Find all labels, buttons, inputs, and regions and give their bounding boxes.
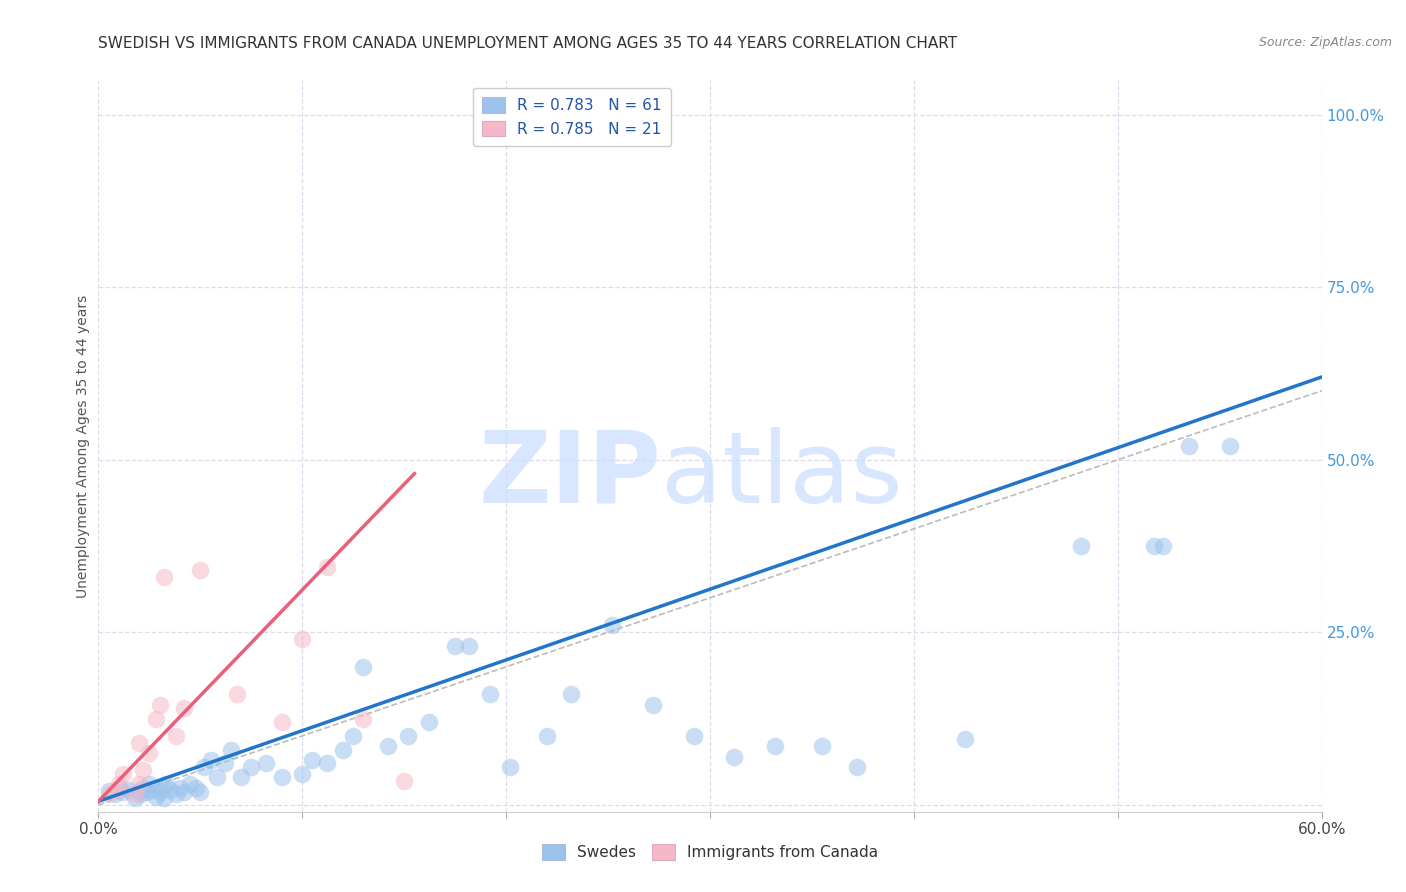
Text: ZIP: ZIP: [478, 426, 661, 524]
Point: [124, 791, 146, 805]
Point: [332, 742, 354, 756]
Point: [392, 773, 416, 788]
Point: [763, 739, 786, 754]
Point: [301, 753, 323, 767]
Point: [173, 785, 195, 799]
Point: [104, 788, 127, 802]
Point: [179, 777, 201, 791]
Point: [396, 729, 419, 743]
Point: [128, 784, 150, 798]
Point: [108, 780, 131, 795]
Point: [499, 760, 522, 774]
Point: [1219, 439, 1241, 453]
Point: [377, 739, 399, 754]
Point: [536, 729, 558, 743]
Point: [97, 788, 120, 802]
Point: [149, 785, 172, 799]
Point: [129, 788, 152, 802]
Point: [138, 746, 160, 760]
Point: [478, 687, 501, 701]
Point: [149, 698, 172, 712]
Point: [165, 788, 187, 802]
Text: Source: ZipAtlas.com: Source: ZipAtlas.com: [1258, 36, 1392, 49]
Point: [1070, 539, 1092, 553]
Point: [458, 639, 481, 653]
Point: [128, 777, 150, 791]
Point: [169, 780, 191, 795]
Legend: Swedes, Immigrants from Canada: Swedes, Immigrants from Canada: [536, 838, 884, 866]
Point: [138, 777, 160, 791]
Point: [200, 753, 222, 767]
Point: [270, 770, 294, 784]
Point: [953, 732, 976, 747]
Point: [132, 764, 155, 778]
Point: [111, 785, 134, 799]
Point: [1178, 439, 1201, 453]
Point: [1143, 539, 1166, 553]
Point: [186, 780, 208, 795]
Point: [226, 687, 249, 701]
Point: [352, 712, 374, 726]
Point: [254, 756, 277, 771]
Point: [291, 632, 314, 647]
Point: [240, 760, 263, 774]
Point: [104, 784, 127, 798]
Point: [193, 760, 215, 774]
Point: [811, 739, 834, 754]
Point: [141, 782, 163, 797]
Point: [108, 777, 131, 791]
Y-axis label: Unemployment Among Ages 35 to 44 years: Unemployment Among Ages 35 to 44 years: [76, 294, 90, 598]
Point: [291, 766, 314, 780]
Point: [132, 780, 155, 795]
Point: [219, 742, 242, 756]
Point: [97, 784, 120, 798]
Point: [152, 570, 174, 584]
Point: [188, 785, 212, 799]
Point: [1152, 539, 1174, 553]
Point: [418, 714, 440, 729]
Text: SWEDISH VS IMMIGRANTS FROM CANADA UNEMPLOYMENT AMONG AGES 35 TO 44 YEARS CORRELA: SWEDISH VS IMMIGRANTS FROM CANADA UNEMPL…: [98, 36, 957, 51]
Point: [145, 789, 167, 804]
Point: [188, 563, 212, 577]
Point: [723, 749, 745, 764]
Point: [315, 559, 337, 574]
Point: [124, 788, 146, 802]
Text: atlas: atlas: [661, 426, 903, 524]
Point: [682, 729, 704, 743]
Point: [315, 756, 337, 771]
Point: [845, 760, 868, 774]
Point: [352, 660, 374, 674]
Point: [152, 791, 174, 805]
Point: [342, 729, 364, 743]
Point: [173, 701, 195, 715]
Point: [205, 770, 228, 784]
Point: [600, 618, 623, 632]
Point: [128, 736, 150, 750]
Point: [231, 770, 253, 784]
Point: [165, 729, 187, 743]
Point: [136, 785, 159, 799]
Point: [159, 782, 181, 797]
Point: [111, 766, 134, 780]
Point: [150, 780, 173, 795]
Point: [444, 639, 467, 653]
Point: [118, 782, 141, 797]
Point: [641, 698, 664, 712]
Point: [214, 756, 236, 771]
Point: [155, 777, 177, 791]
Point: [145, 712, 167, 726]
Point: [270, 714, 294, 729]
Point: [560, 687, 582, 701]
